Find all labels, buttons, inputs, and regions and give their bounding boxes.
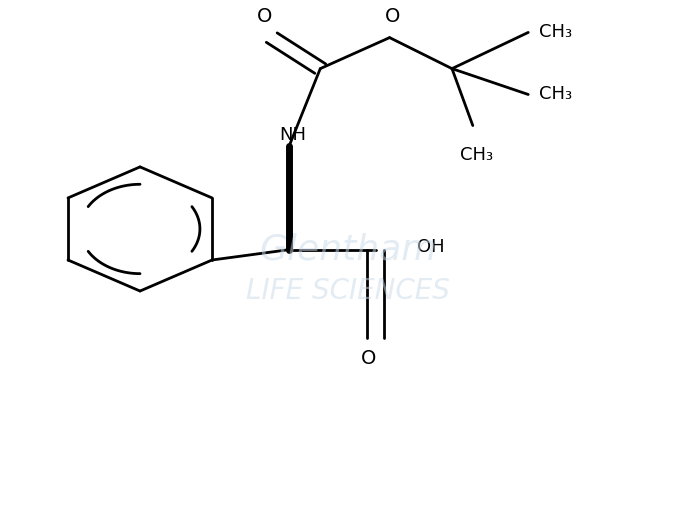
Text: OH: OH (418, 238, 445, 256)
Text: O: O (361, 349, 377, 368)
Text: NH: NH (279, 126, 306, 144)
Text: CH₃: CH₃ (539, 85, 571, 103)
Text: CH₃: CH₃ (459, 146, 493, 164)
Text: Glentham: Glentham (259, 232, 437, 267)
Text: O: O (386, 7, 401, 27)
Text: LIFE SCIENCES: LIFE SCIENCES (246, 277, 450, 305)
Text: CH₃: CH₃ (539, 23, 571, 42)
Text: O: O (257, 7, 273, 27)
